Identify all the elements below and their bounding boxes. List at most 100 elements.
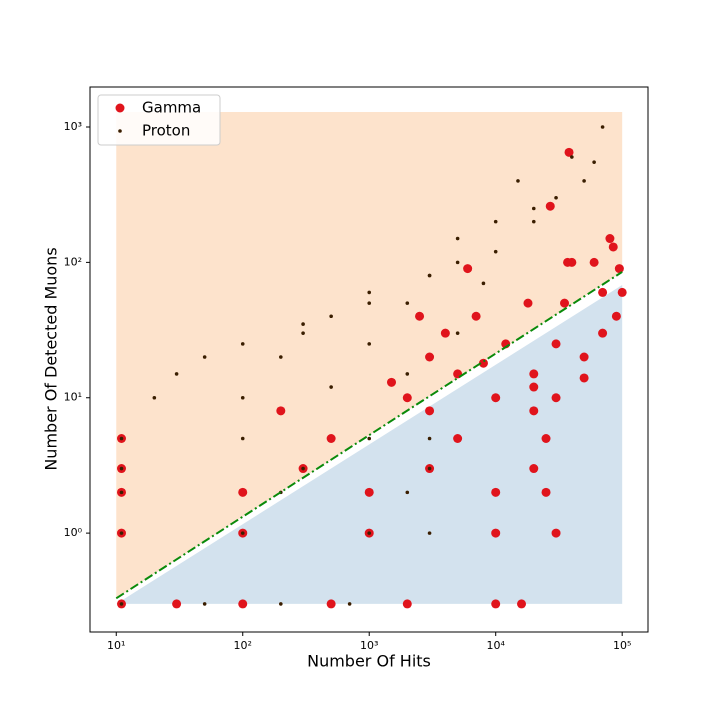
legend-box — [97, 94, 221, 146]
point — [551, 528, 561, 538]
point — [119, 490, 124, 495]
point — [119, 531, 124, 535]
point — [427, 436, 432, 441]
point — [582, 179, 586, 183]
point — [529, 464, 539, 474]
point — [471, 311, 481, 321]
point — [119, 602, 124, 606]
point — [611, 311, 621, 321]
point — [367, 301, 372, 305]
point — [301, 331, 305, 335]
point — [279, 355, 283, 359]
point — [238, 599, 248, 609]
point — [551, 339, 561, 349]
point — [347, 602, 352, 606]
x-axis-label: Number Of Hits — [307, 652, 431, 671]
point — [617, 287, 627, 297]
point — [455, 236, 460, 241]
point — [554, 195, 558, 200]
point — [427, 466, 432, 471]
point — [329, 385, 333, 389]
point — [517, 599, 527, 609]
point — [516, 179, 520, 183]
point — [453, 433, 463, 443]
point — [152, 395, 157, 400]
point — [493, 219, 498, 224]
point — [367, 342, 372, 346]
point — [478, 358, 488, 368]
point — [529, 382, 539, 392]
x-tick-label: 10⁴ — [486, 639, 505, 652]
point — [491, 487, 501, 497]
point — [523, 298, 533, 308]
point — [367, 531, 372, 535]
legend-marker — [118, 129, 122, 133]
point — [570, 155, 574, 159]
x-tick-label: 10⁵ — [613, 639, 631, 652]
point — [402, 599, 412, 609]
point — [531, 219, 536, 224]
point — [579, 373, 589, 383]
point — [589, 257, 599, 267]
point — [301, 466, 305, 471]
point — [119, 466, 124, 471]
point — [202, 602, 207, 606]
point — [172, 599, 182, 609]
x-tick-label: 10³ — [360, 639, 378, 652]
threshold-line — [115, 271, 623, 600]
point — [240, 342, 245, 346]
point — [608, 242, 618, 252]
point — [240, 436, 245, 441]
point — [455, 331, 460, 335]
point — [491, 528, 501, 538]
point — [405, 372, 410, 376]
point — [301, 322, 305, 326]
point — [415, 311, 425, 321]
point — [174, 372, 179, 376]
point — [551, 393, 561, 403]
region — [116, 285, 623, 604]
point — [440, 328, 450, 338]
point — [455, 260, 460, 265]
point — [425, 406, 435, 416]
y-tick-label: 10⁰ — [64, 526, 83, 539]
legend-label: Proton — [142, 122, 190, 140]
point — [605, 234, 615, 244]
region — [116, 112, 623, 599]
point — [326, 433, 336, 443]
point — [240, 395, 245, 400]
point — [427, 531, 432, 535]
point — [279, 602, 283, 606]
point — [405, 490, 410, 495]
point — [276, 406, 286, 416]
point — [493, 249, 498, 254]
point — [481, 281, 486, 286]
point — [386, 377, 396, 387]
point — [529, 406, 539, 416]
point — [560, 298, 570, 308]
point — [600, 125, 605, 129]
point — [564, 147, 574, 157]
point — [364, 487, 374, 497]
point — [119, 436, 124, 441]
legend-label: Gamma — [142, 99, 201, 117]
y-axis-label: Number Of Detected Muons — [42, 247, 61, 470]
point — [541, 487, 551, 497]
point — [541, 433, 551, 443]
legend-marker — [115, 103, 125, 113]
point — [329, 314, 333, 319]
point — [598, 328, 608, 338]
y-tick-label: 10³ — [64, 120, 82, 133]
point — [563, 257, 573, 267]
point — [463, 264, 473, 274]
point — [491, 599, 501, 609]
point — [592, 160, 596, 164]
point — [614, 264, 624, 274]
point — [402, 393, 412, 403]
point — [405, 301, 410, 305]
point — [425, 352, 435, 362]
x-tick-label: 10² — [234, 639, 252, 652]
point — [529, 369, 539, 379]
y-tick-label: 10¹ — [64, 391, 82, 404]
